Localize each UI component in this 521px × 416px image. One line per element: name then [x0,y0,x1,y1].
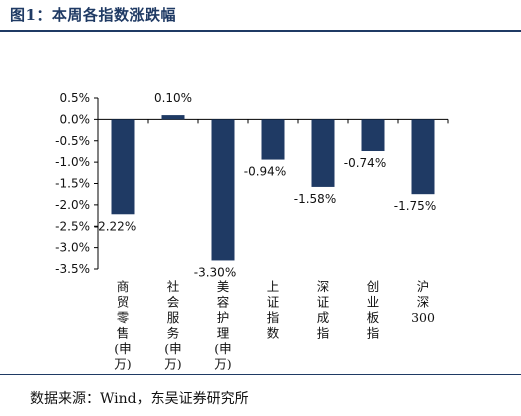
bar [311,119,335,187]
data-label: -1.75% [394,199,436,213]
y-tick-label: -3.5% [55,262,90,276]
y-tick-label: -1.5% [55,177,90,191]
bar [211,119,235,261]
bar-chart: 0.5% 0.0% -0.5% -1.0% -1.5% -2.0% -2.5% -3.0% -3… [55,91,449,370]
data-label: -3.30% [194,265,236,279]
source-note: 数据来源：Wind，东吴证券研究所 [30,391,249,407]
bar [161,115,185,120]
y-tick-label: -0.5% [55,134,90,148]
data-label: -2.22% [94,219,136,233]
category-label: 深证成指 [317,279,330,341]
category-label: 商贸零售(申万) [114,279,131,370]
data-label: -0.94% [244,165,286,179]
bar [411,119,435,195]
category-label: 创业板指 [367,279,380,341]
y-tick-label: -1.0% [55,155,90,169]
data-label: -1.58% [294,192,336,206]
y-tick-label: 0.5% [60,91,91,105]
category-label: 沪深 300 [411,279,435,325]
data-label: -0.74% [344,156,386,170]
bar [111,119,135,215]
y-tick-label: -2.5% [55,219,90,233]
source-rule [0,374,521,375]
data-label: 0.10% [154,91,192,105]
category-label: 美容护理(申万) [214,279,231,370]
bar [261,119,285,160]
bar [361,119,385,152]
figure-title: 图1：本周各指数涨跌幅 [10,6,176,24]
y-tick-label: -3.0% [55,241,90,255]
title-rule [0,30,521,32]
y-tick-label: -2.0% [55,198,90,212]
category-label: 上证指数 [267,279,280,341]
category-label: 社会服务(申万) [164,279,181,370]
y-tick-label: 0.0% [60,112,91,126]
